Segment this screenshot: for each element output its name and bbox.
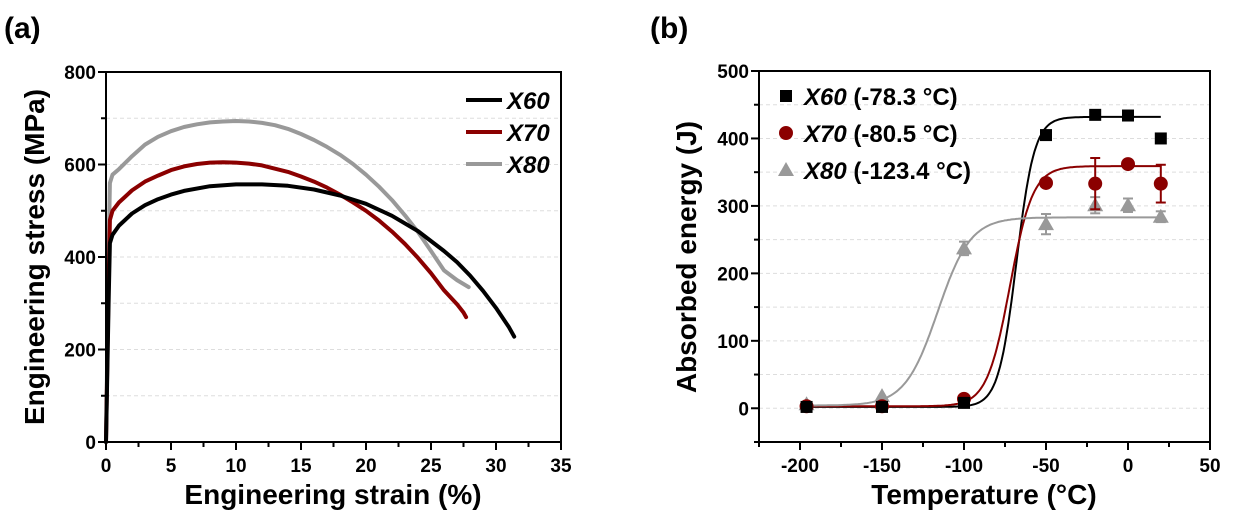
- data-point-x80: [1120, 197, 1136, 212]
- panel-b-label: (b): [650, 12, 688, 45]
- legend-transition-temp: (-78.3 °C): [853, 84, 957, 111]
- legend-marker-x60: [780, 90, 792, 102]
- panel-b-x-ticks: -200 -150 -100 -50 0 50: [758, 442, 1221, 477]
- y-tick-label: 0: [85, 433, 96, 454]
- legend-label-x70: X70 (-80.5 °C): [802, 121, 958, 148]
- legend-series-name: X80: [802, 158, 853, 185]
- x-tick-label: -150: [863, 456, 901, 477]
- x-tick-label: 35: [550, 456, 572, 477]
- panel-b-plot-frame: [758, 70, 1211, 443]
- legend-transition-temp: (-123.4 °C): [853, 158, 971, 185]
- legend-series-name: X60: [802, 84, 853, 111]
- data-point-x70: [1121, 157, 1135, 172]
- legend-label-x60: X60: [505, 88, 550, 115]
- legend-label-x80: X80 (-123.4 °C): [802, 158, 971, 185]
- curve-x70: [104, 160, 469, 444]
- y-tick-label: 200: [64, 341, 96, 362]
- data-point-x60: [958, 396, 970, 409]
- data-point-x60: [1154, 132, 1167, 145]
- panel-a-gridlines: [106, 117, 561, 397]
- panel-a-series: [104, 119, 517, 444]
- x-tick-label: 0: [1123, 456, 1134, 477]
- x-tick-label: -200: [781, 456, 819, 477]
- curve-x80: [104, 119, 471, 444]
- panel-b-series: [798, 108, 1169, 414]
- panel-a-legend: X60 X70 X80: [466, 88, 550, 179]
- fit-curve-x70: [806, 165, 1161, 408]
- x-tick-label: 20: [355, 456, 376, 477]
- y-tick-label: 400: [64, 248, 96, 269]
- panel-b-gridlines: [759, 104, 1210, 409]
- panel-b: (b) -200 -150 -100 -50 0 50 0100200300400500 …: [650, 12, 1221, 510]
- y-tick-label: 100: [717, 332, 749, 353]
- x-tick-label: -100: [945, 456, 983, 477]
- data-point-x80: [1152, 208, 1169, 223]
- panel-b-legend: X60 (-78.3 °C)X70 (-80.5 °C)X80 (-123.4 …: [778, 84, 971, 185]
- panel-a-x-axis-title: Engineering strain (%): [184, 479, 481, 510]
- panel-a-x-ticks: 0 5 10 15 20 25 30 35: [101, 442, 572, 477]
- panel-a-y-ticks: 0 200 400 600 800: [64, 63, 106, 454]
- data-point-x60: [1040, 129, 1052, 142]
- data-point-x80: [874, 388, 890, 403]
- x-tick-label: 30: [485, 456, 506, 477]
- x-tick-label: 0: [101, 456, 112, 477]
- x-tick-label: 50: [1199, 456, 1220, 477]
- legend-transition-temp: (-80.5 °C): [853, 121, 957, 148]
- y-tick-label: 600: [64, 156, 96, 177]
- x-tick-label: 15: [290, 456, 312, 477]
- y-tick-label: 0: [738, 399, 749, 420]
- panel-b-y-ticks: 0 100 200 300 400 500: [717, 62, 759, 443]
- data-point-x60: [800, 400, 813, 413]
- legend-label-x80: X80: [505, 152, 550, 179]
- panel-a-label: (a): [4, 12, 41, 45]
- panel-b-y-axis-title: Absorbed energy (J): [671, 121, 702, 393]
- legend-marker-x70: [779, 126, 793, 140]
- data-point-x70: [1039, 175, 1053, 190]
- y-tick-label: 300: [717, 197, 749, 218]
- data-point-x60: [1089, 108, 1102, 121]
- data-point-x80: [1038, 216, 1054, 231]
- panel-a-y-axis-title: Engineering stress (MPa): [19, 89, 50, 425]
- panel-b-x-axis-title: Temperature (°C): [871, 479, 1096, 510]
- y-tick-label: 400: [717, 129, 749, 150]
- data-point-x60: [876, 400, 888, 413]
- panel-a: (a) 0 5 10 15 20 25 30 35 0 200 400 600 800 Enginee…: [4, 12, 572, 510]
- x-tick-label: 10: [225, 456, 246, 477]
- curve-x60: [104, 182, 517, 444]
- data-point-x70: [1088, 176, 1103, 191]
- legend-marker-x80: [778, 162, 794, 176]
- x-tick-label: -50: [1032, 456, 1059, 477]
- x-tick-label: 25: [420, 456, 442, 477]
- legend-label-x70: X70: [505, 120, 550, 147]
- data-point-x60: [1122, 109, 1134, 122]
- legend-series-name: X70: [802, 121, 853, 148]
- y-tick-label: 200: [717, 264, 749, 285]
- data-point-x70: [1153, 176, 1168, 191]
- fit-curve-x80: [806, 216, 1161, 407]
- y-tick-label: 500: [717, 62, 749, 83]
- legend-label-x60: X60 (-78.3 °C): [802, 84, 958, 111]
- data-point-x80: [956, 240, 972, 255]
- y-tick-label: 800: [64, 63, 96, 84]
- x-tick-label: 5: [166, 456, 177, 477]
